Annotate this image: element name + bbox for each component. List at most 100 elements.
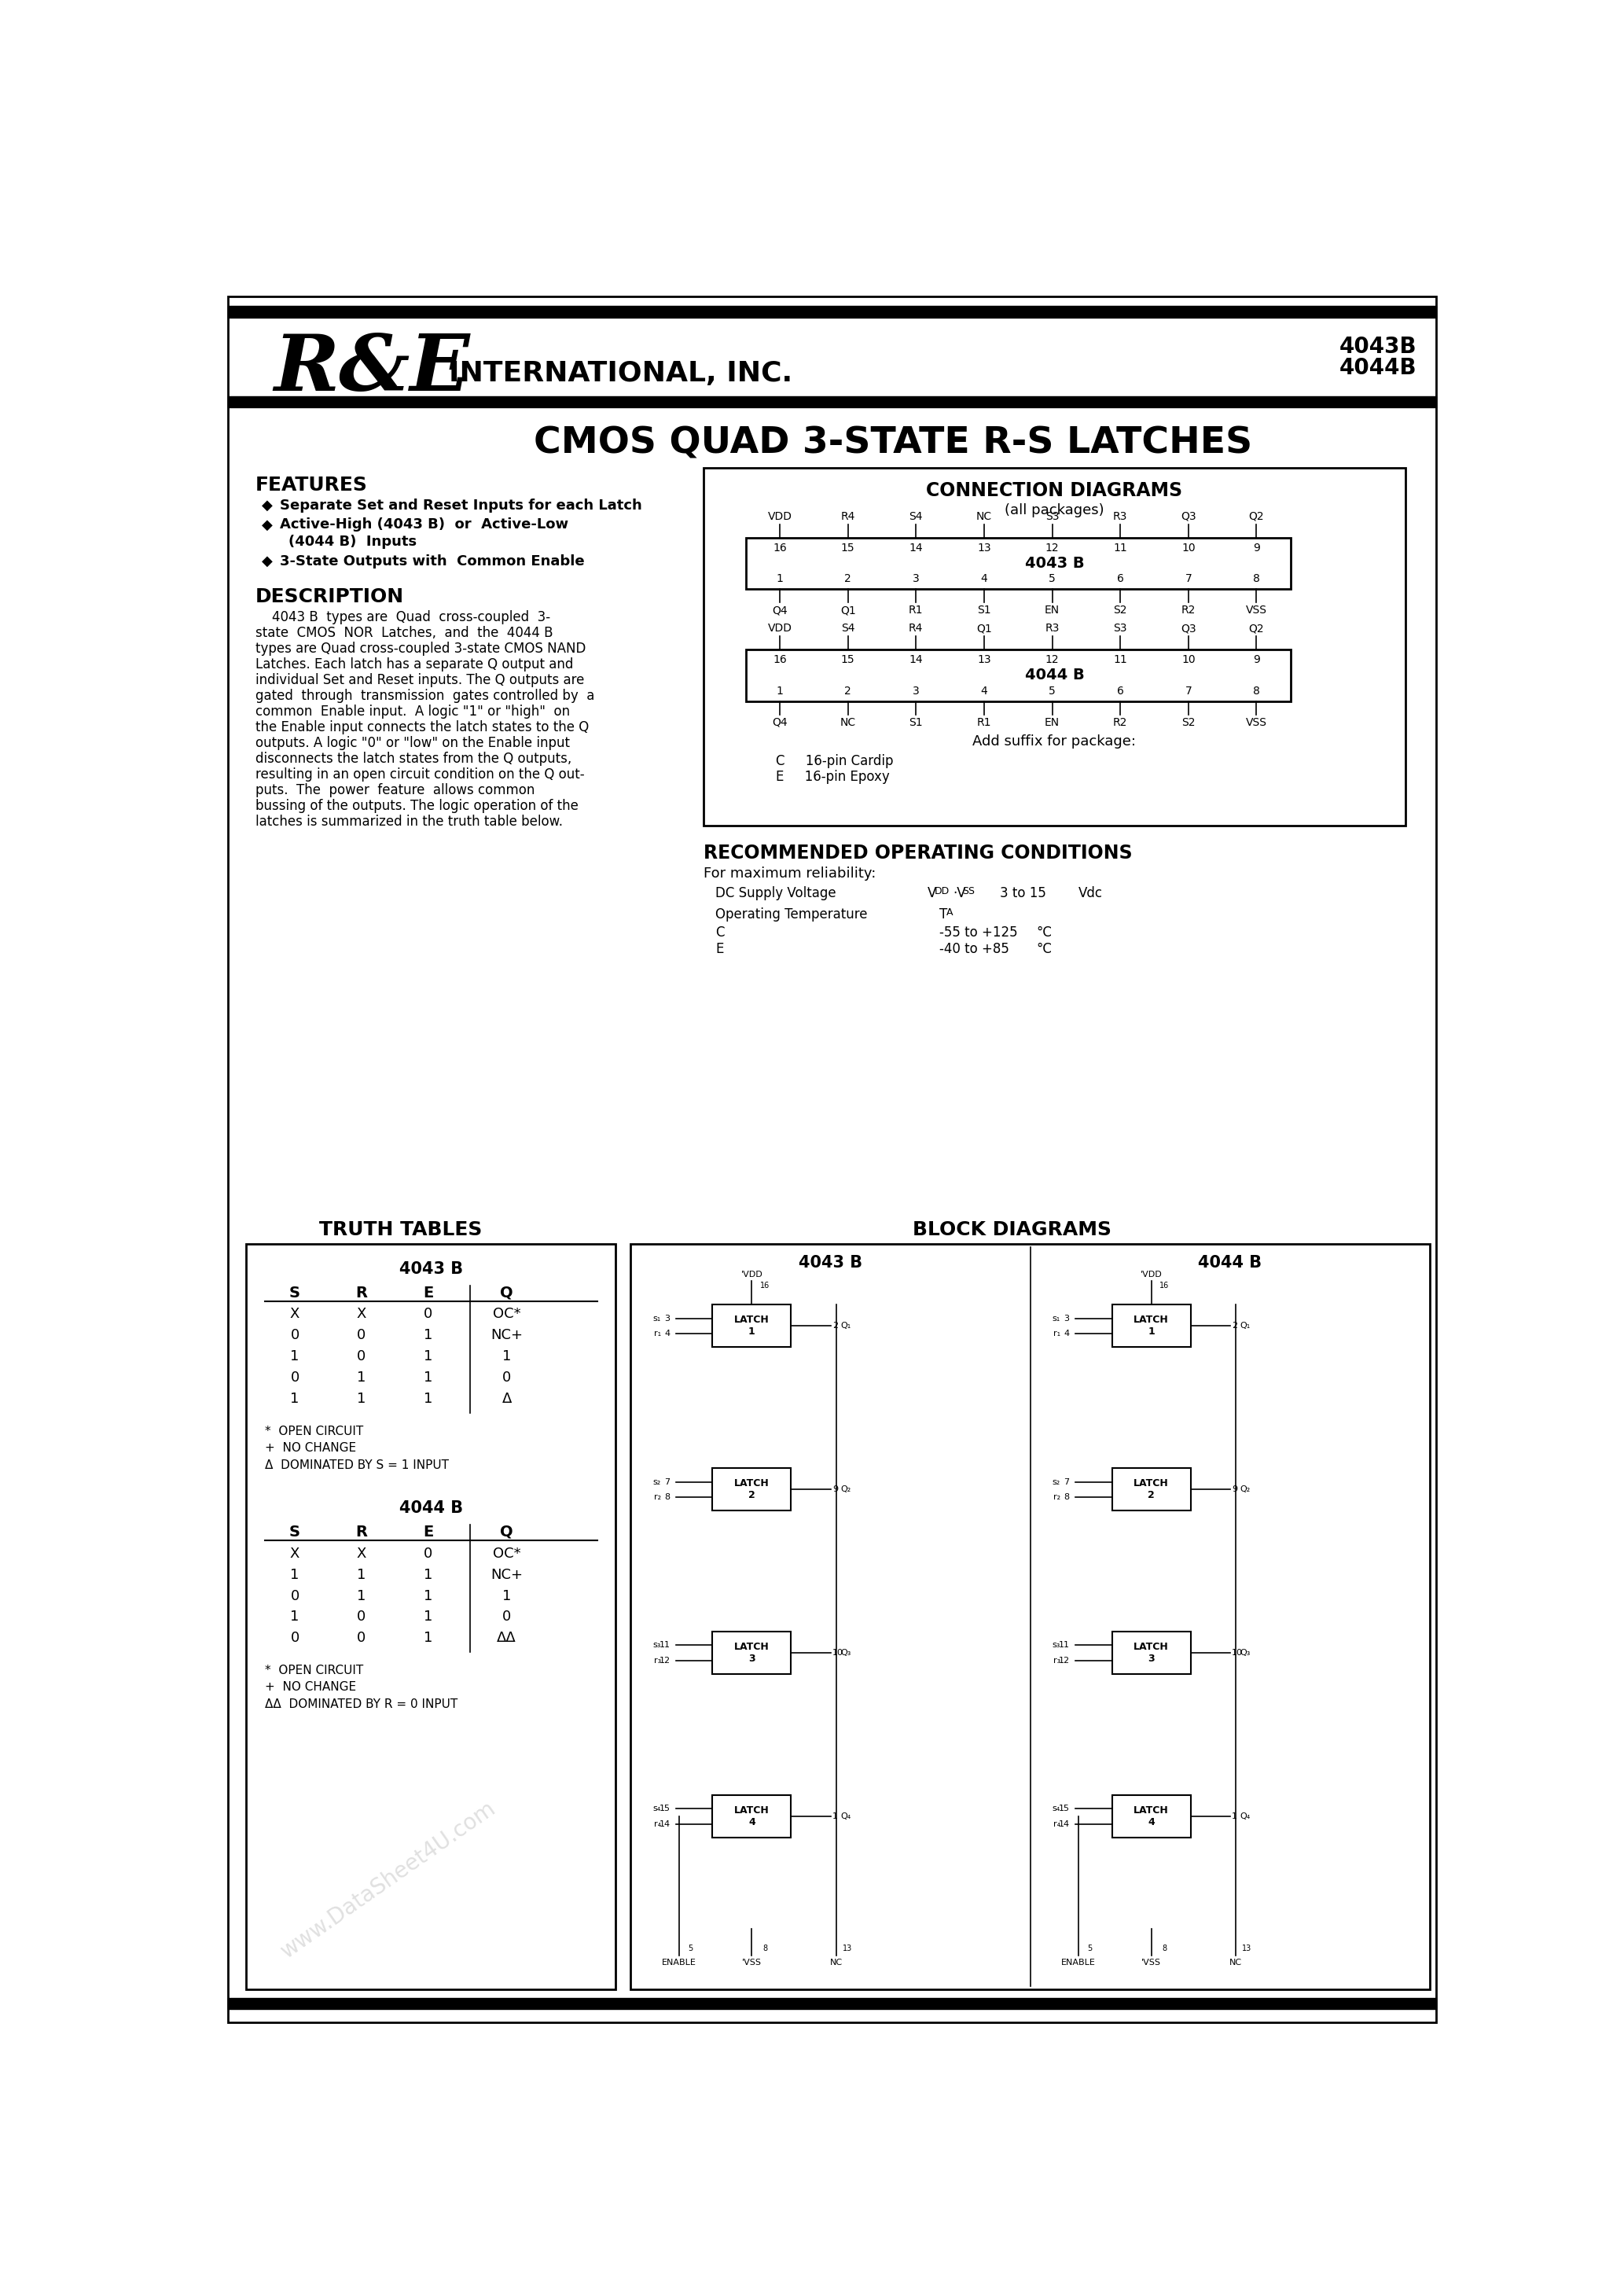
Text: X: X — [291, 1548, 300, 1561]
Text: 3 to 15: 3 to 15 — [1000, 886, 1046, 900]
Text: s₁: s₁ — [653, 1313, 661, 1322]
Text: 4043 B: 4043 B — [400, 1261, 463, 1277]
Bar — [630, 1244, 1429, 1988]
Text: S4: S4 — [909, 512, 922, 521]
Text: S2: S2 — [1114, 604, 1127, 615]
Text: 8: 8 — [763, 1945, 768, 1952]
Text: 'VSS: 'VSS — [1142, 1958, 1161, 1968]
Text: 0: 0 — [357, 1630, 365, 1646]
Text: 4044 B: 4044 B — [400, 1499, 463, 1515]
Text: r₃: r₃ — [654, 1658, 661, 1665]
Text: 1: 1 — [357, 1371, 365, 1384]
Text: gated  through  transmission  gates controlled by  a: gated through transmission gates control… — [255, 689, 594, 703]
Text: 6: 6 — [1117, 574, 1124, 583]
Text: For maximum reliability:: For maximum reliability: — [703, 866, 875, 882]
Text: 3-State Outputs with  Common Enable: 3-State Outputs with Common Enable — [279, 553, 585, 567]
Text: S3: S3 — [1114, 622, 1127, 634]
Text: 0: 0 — [357, 1609, 365, 1623]
Text: LATCH
3: LATCH 3 — [1134, 1642, 1169, 1665]
Text: 1: 1 — [291, 1391, 299, 1405]
Text: 4: 4 — [1064, 1329, 1070, 1339]
Bar — [1112, 1632, 1190, 1674]
Text: R: R — [356, 1525, 367, 1541]
Text: +  NO CHANGE: + NO CHANGE — [265, 1681, 356, 1692]
Text: LATCH
1: LATCH 1 — [734, 1316, 770, 1336]
Text: Q₂: Q₂ — [841, 1486, 851, 1492]
Text: 4043 B  types are  Quad  cross-coupled  3-: 4043 B types are Quad cross-coupled 3- — [255, 611, 551, 625]
Text: S: S — [289, 1525, 300, 1541]
Text: 9: 9 — [1254, 542, 1260, 553]
Text: puts.  The  power  feature  allows common: puts. The power feature allows common — [255, 783, 534, 797]
Text: 9: 9 — [1254, 654, 1260, 666]
Text: 13: 13 — [1242, 1945, 1252, 1952]
Text: 11: 11 — [659, 1642, 671, 1649]
Text: ·V: ·V — [953, 886, 966, 900]
Text: 'VSS: 'VSS — [742, 1958, 762, 1968]
Text: s₃: s₃ — [653, 1642, 661, 1649]
Text: Q2: Q2 — [1249, 622, 1263, 634]
Text: Operating Temperature: Operating Temperature — [716, 907, 867, 921]
Text: VDD: VDD — [768, 622, 793, 634]
Text: Q2: Q2 — [1249, 512, 1263, 521]
Text: Q₃: Q₃ — [841, 1649, 851, 1658]
Text: common  Enable input.  A logic "1" or "high"  on: common Enable input. A logic "1" or "hig… — [255, 705, 570, 719]
Text: 7: 7 — [1186, 684, 1192, 696]
Text: ◆: ◆ — [261, 498, 278, 512]
Text: Q₂: Q₂ — [1241, 1486, 1250, 1492]
Text: 4044 B: 4044 B — [1025, 668, 1085, 682]
Text: FEATURES: FEATURES — [255, 475, 367, 494]
Text: 1: 1 — [424, 1630, 432, 1646]
Bar — [713, 1795, 791, 1837]
Bar — [713, 1304, 791, 1348]
Text: 15: 15 — [659, 1805, 671, 1814]
Text: SS: SS — [963, 886, 974, 895]
Text: Q3: Q3 — [1181, 622, 1195, 634]
Text: 3: 3 — [913, 684, 919, 696]
Text: R1: R1 — [976, 716, 991, 728]
Text: NC: NC — [830, 1958, 843, 1968]
Text: LATCH
4: LATCH 4 — [1134, 1805, 1169, 1828]
Text: 1: 1 — [424, 1350, 432, 1364]
Text: ΔΔ: ΔΔ — [497, 1630, 516, 1646]
Text: ENABLE: ENABLE — [1062, 1958, 1096, 1968]
Text: 0: 0 — [291, 1589, 299, 1603]
Text: 5: 5 — [687, 1945, 692, 1952]
Text: 8: 8 — [1163, 1945, 1168, 1952]
Text: 1: 1 — [776, 684, 783, 696]
Text: Active-High (4043 B)  or  Active-Low: Active-High (4043 B) or Active-Low — [279, 517, 568, 533]
Text: r₂: r₂ — [1054, 1492, 1060, 1502]
Text: 9: 9 — [833, 1486, 838, 1492]
Text: 8: 8 — [664, 1492, 671, 1502]
Text: DD: DD — [934, 886, 950, 895]
Text: OC*: OC* — [492, 1306, 521, 1322]
Text: R1: R1 — [909, 604, 924, 615]
Text: °C: °C — [1036, 925, 1052, 939]
Text: 8: 8 — [1254, 684, 1260, 696]
Text: 13: 13 — [843, 1945, 853, 1952]
Text: s₂: s₂ — [1052, 1479, 1060, 1486]
Text: 1: 1 — [424, 1391, 432, 1405]
Text: CMOS QUAD 3-STATE R-S LATCHES: CMOS QUAD 3-STATE R-S LATCHES — [534, 425, 1252, 461]
Text: 15: 15 — [1059, 1805, 1070, 1814]
Bar — [745, 537, 1291, 590]
Text: 14: 14 — [909, 542, 922, 553]
Text: state  CMOS  NOR  Latches,  and  the  4044 B: state CMOS NOR Latches, and the 4044 B — [255, 627, 554, 641]
Text: ◆: ◆ — [261, 517, 278, 533]
Text: 15: 15 — [841, 542, 854, 553]
Text: 1: 1 — [291, 1609, 299, 1623]
Text: R2: R2 — [1112, 716, 1127, 728]
Text: 11: 11 — [1059, 1642, 1070, 1649]
Text: NC+: NC+ — [490, 1329, 523, 1343]
Text: 11: 11 — [1114, 654, 1127, 666]
Text: S4: S4 — [841, 622, 854, 634]
Text: Q₄: Q₄ — [1241, 1812, 1250, 1821]
Text: T: T — [939, 907, 947, 921]
Text: LATCH
2: LATCH 2 — [734, 1479, 770, 1502]
Text: ΔΔ  DOMINATED BY R = 0 INPUT: ΔΔ DOMINATED BY R = 0 INPUT — [265, 1699, 458, 1711]
Bar — [229, 1998, 1436, 2009]
Text: -55 to +125: -55 to +125 — [939, 925, 1018, 939]
Text: VSS: VSS — [1246, 604, 1267, 615]
Text: 15: 15 — [841, 654, 854, 666]
Text: 4: 4 — [981, 684, 987, 696]
Text: 0: 0 — [424, 1548, 432, 1561]
